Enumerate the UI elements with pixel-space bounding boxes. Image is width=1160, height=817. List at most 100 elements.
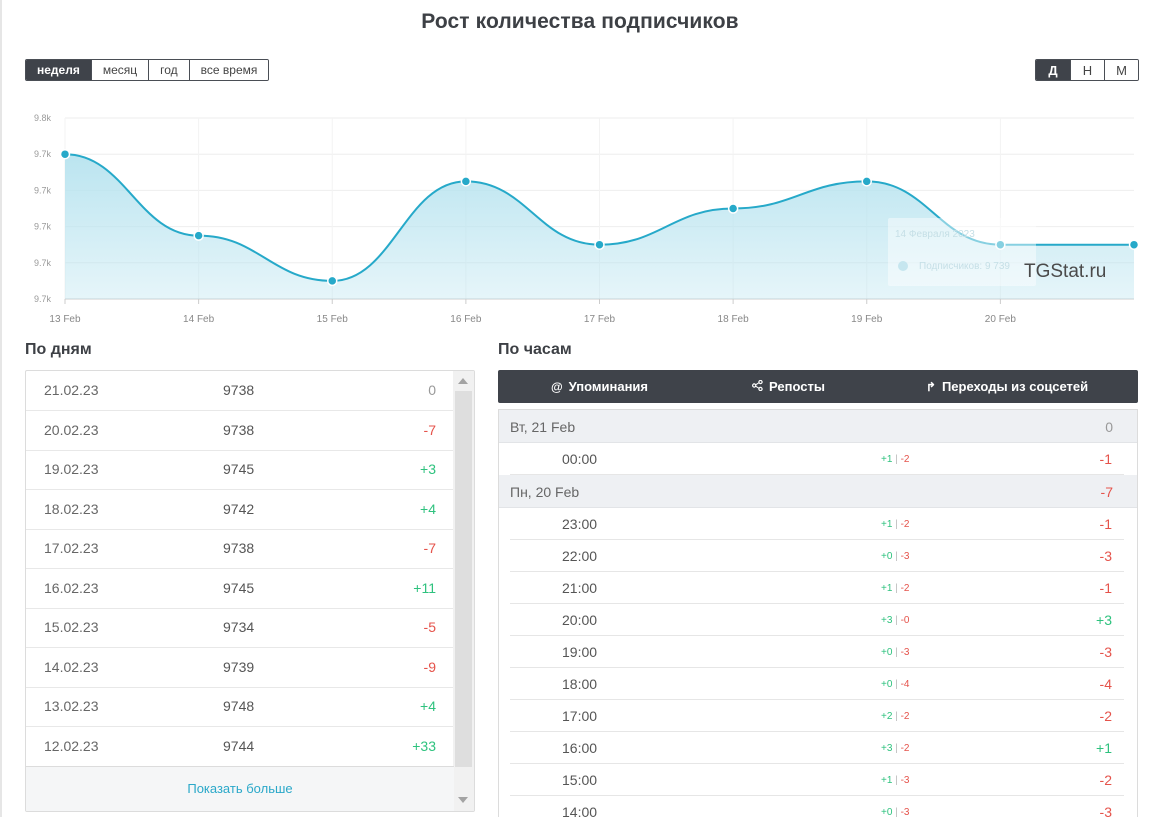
series-line (64, 153, 1134, 282)
day-row: 20.02.23 9738 -7 (26, 411, 454, 451)
hour-row: 22:00 +0 | -3 -3 (510, 540, 1124, 572)
y-tick-label: 9.7k (34, 222, 52, 232)
hour-joined: +0 (881, 551, 893, 562)
day-subscribers: 9744 (223, 737, 255, 754)
hour-joined: +1 (881, 519, 893, 530)
tab-reposts[interactable]: Репосты (701, 370, 876, 403)
tab-reposts-label: Репосты (769, 379, 825, 394)
by-days-table: 12.02.23 9744 +33 13.02.23 9748 +4 14.02.23 973… (25, 370, 475, 812)
hour-joined-left: +3 | -0 (881, 615, 909, 626)
day-date: 20.02.23 (44, 421, 99, 438)
day-row: 21.02.23 9738 0 (26, 371, 454, 411)
tab-social-referrals-label: Переходы из соцсетей (941, 379, 1089, 394)
period-all-time-button[interactable]: все время (188, 60, 269, 80)
day-row: 14.02.23 9739 -9 (26, 648, 454, 688)
day-date: 18.02.23 (44, 500, 99, 517)
data-point (460, 176, 472, 187)
hour-time: 21:00 (562, 580, 598, 596)
hours-day-total: 0 (1105, 419, 1113, 435)
hours-day-label: Пн, 20 Feb (510, 484, 580, 500)
series-area (65, 154, 1134, 299)
day-change: +4 (420, 500, 436, 517)
hour-joined-left: +0 | -4 (881, 679, 909, 690)
hour-net-change: +3 (1096, 612, 1112, 628)
tab-social-referrals[interactable]: ↱ Переходы из соцсетей (876, 370, 1138, 403)
hour-time: 22:00 (562, 548, 598, 564)
y-tick-label: 9.7k (34, 149, 52, 159)
hours-day-total: -7 (1100, 484, 1113, 500)
period-year-button[interactable]: год (148, 60, 189, 80)
tooltip-legend-dot (898, 261, 908, 271)
day-row: 15.02.23 9734 -5 (26, 608, 454, 648)
day-change: -5 (423, 619, 436, 635)
day-change: -7 (423, 540, 436, 556)
hour-time: 19:00 (562, 644, 598, 660)
scroll-thumb[interactable] (455, 391, 472, 767)
hour-left: -2 (900, 583, 910, 594)
day-row: 16.02.23 9745 +11 (26, 569, 454, 609)
day-subscribers: 9742 (223, 500, 255, 517)
hour-joined: +0 (881, 807, 893, 817)
y-tick-label: 9.7k (34, 185, 52, 195)
scrollbar[interactable] (453, 371, 474, 811)
hour-separator: | (892, 615, 901, 626)
tab-mentions[interactable]: @ Упоминания (498, 370, 701, 403)
day-subscribers: 9738 (223, 382, 255, 398)
hour-row: 00:00 +1 | -2 -1 (510, 443, 1124, 475)
hour-time: 23:00 (562, 516, 598, 532)
day-row: 13.02.23 9748 +4 (26, 687, 454, 727)
scroll-up-arrow-icon[interactable] (458, 378, 468, 384)
granularity-day-button[interactable]: Д (1036, 60, 1070, 80)
y-tick-label: 9.7k (34, 258, 52, 268)
hour-separator: | (892, 519, 901, 530)
tooltip-box (888, 218, 1036, 286)
hour-row: 19:00 +0 | -3 -3 (510, 636, 1124, 668)
hour-joined: +2 (881, 711, 893, 722)
subscribers-chart[interactable]: 9.8k 9.7k 9.7k 9.7k 9.7k 9.7k 13 Feb 14 Feb 15 F… (0, 110, 1160, 325)
show-more-link[interactable]: Показать больше (187, 781, 293, 796)
day-date: 21.02.23 (44, 382, 99, 398)
hour-left: -3 (900, 775, 910, 786)
hour-joined: +1 (881, 454, 893, 465)
hour-time: 15:00 (562, 772, 598, 788)
by-days-title: По дням (25, 341, 92, 358)
hours-day-header: Пн, 20 Feb -7 (499, 475, 1137, 508)
hour-net-change: -3 (1099, 548, 1112, 564)
y-tick-label: 9.7k (34, 294, 52, 304)
day-date: 15.02.23 (44, 619, 99, 635)
x-tick-label: 18 Feb (718, 314, 750, 325)
share-icon (752, 379, 763, 394)
day-subscribers: 9739 (223, 658, 255, 675)
by-hours-title: По часам (498, 341, 572, 358)
y-tick-label: 9.8k (34, 113, 52, 123)
hour-net-change: -1 (1099, 516, 1112, 532)
hour-separator: | (892, 807, 901, 817)
hour-left: -0 (900, 615, 910, 626)
data-point (59, 148, 71, 160)
x-tick-label: 15 Feb (317, 314, 349, 325)
day-date: 17.02.23 (44, 540, 99, 556)
hour-joined-left: +3 | -2 (881, 743, 909, 754)
hour-joined: +1 (881, 775, 893, 786)
forward-arrow-icon: ↱ (925, 379, 936, 394)
day-row: 17.02.23 9738 -7 (26, 529, 454, 569)
day-change: -9 (423, 658, 436, 675)
period-month-button[interactable]: месяц (90, 60, 149, 80)
hour-joined-left: +0 | -3 (881, 647, 909, 658)
hour-time: 00:00 (562, 451, 598, 467)
granularity-month-button[interactable]: М (1104, 60, 1138, 80)
period-week-button[interactable]: неделя (26, 60, 91, 80)
scroll-down-arrow-icon[interactable] (458, 797, 468, 803)
granularity-week-button[interactable]: Н (1070, 60, 1104, 80)
x-tick-label: 19 Feb (851, 314, 883, 325)
day-row: 12.02.23 9744 +33 (26, 727, 454, 767)
at-sign-icon: @ (550, 379, 563, 394)
x-tick-label: 16 Feb (450, 314, 482, 325)
hour-separator: | (892, 711, 901, 722)
hour-row: 15:00 +1 | -3 -2 (510, 764, 1124, 796)
day-change: +11 (413, 579, 436, 596)
hour-separator: | (892, 454, 901, 465)
hour-left: -2 (900, 519, 910, 530)
hour-row: 23:00 +1 | -2 -1 (510, 508, 1124, 540)
data-point (995, 239, 1006, 250)
